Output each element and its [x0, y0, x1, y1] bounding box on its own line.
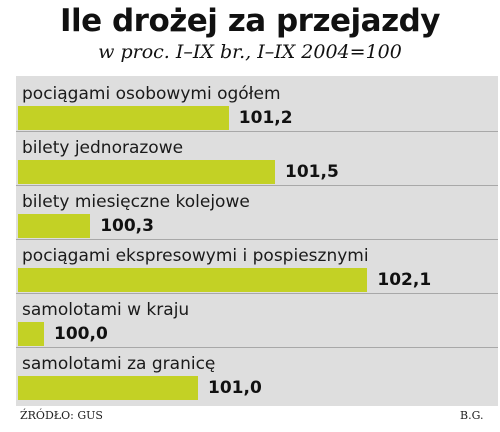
bar [18, 268, 368, 292]
row-separator [16, 293, 498, 294]
category-label: bilety jednorazowe [22, 138, 184, 158]
bar [18, 376, 198, 400]
value-label: 101,0 [208, 378, 262, 398]
category-label: samolotami w kraju [22, 300, 190, 320]
chart-title: Ile drożej za przejazdy [59, 3, 441, 39]
bar [18, 106, 229, 130]
row-separator [16, 185, 498, 186]
value-label: 100,0 [54, 324, 108, 344]
category-label: bilety miesięczne kolejowe [22, 192, 250, 212]
bar [18, 214, 91, 238]
source-note: ŹRÓDŁO: GUS [20, 409, 103, 422]
bar [18, 322, 44, 346]
value-label: 101,2 [238, 108, 293, 128]
chart-subtitle: w proc. I–IX br., I–IX 2004=100 [98, 41, 402, 63]
category-label: pociągami ekspresowymi i pospiesznymi [22, 246, 369, 266]
row-separator [16, 347, 498, 348]
row-separator [16, 239, 498, 240]
value-label: 102,1 [377, 270, 432, 290]
category-label: pociągami osobowymi ogółem [22, 84, 281, 104]
category-label: samolotami za granicę [22, 354, 216, 374]
value-label: 101,5 [285, 162, 339, 182]
value-label: 100,3 [100, 216, 154, 236]
author-initials: B.G. [460, 409, 484, 422]
row-separator [16, 131, 498, 132]
bar [18, 160, 275, 184]
